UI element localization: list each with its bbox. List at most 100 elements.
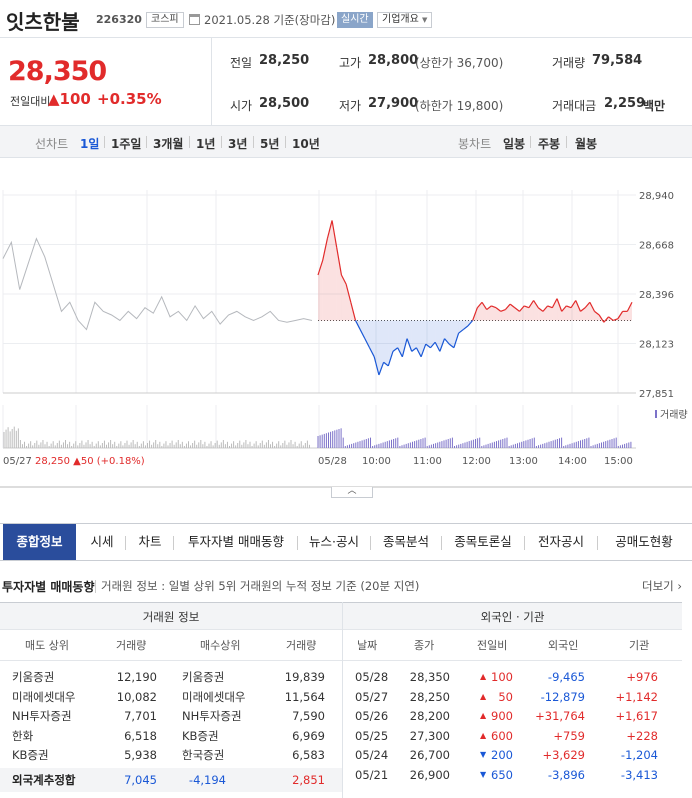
today-series: [570, 300, 577, 309]
volume-legend: 거래량: [660, 409, 688, 421]
today-series: [509, 303, 516, 309]
period-3m[interactable]: 3개월: [153, 137, 184, 151]
today-series: [354, 320, 361, 330]
price-summary: 28,350 전일대비 ▲100 +0.35% 전일 28,250 고가 28,…: [0, 38, 692, 126]
today-series: [383, 361, 389, 367]
today-area: [463, 320, 468, 330]
separator: [125, 536, 126, 550]
sell-broker: NH투자증권: [12, 709, 72, 723]
today-area: [322, 238, 328, 321]
row-institution: +1,142: [615, 689, 658, 704]
today-series: [322, 238, 328, 261]
prev-day-change: 28,250 ▲50 (+0.18%): [35, 456, 145, 467]
y-tick-label: 28,396: [639, 290, 674, 301]
today-series: [481, 301, 488, 310]
more-link[interactable]: 더보기 ›: [642, 578, 682, 594]
today-area: [336, 247, 342, 321]
today-area: [397, 320, 403, 357]
row-institution: +228: [626, 728, 658, 743]
row-close: 26,700: [409, 748, 450, 762]
today-series: [519, 305, 525, 312]
today-series: [415, 347, 422, 358]
prev-close-value: 28,250: [259, 53, 310, 68]
today-area: [486, 305, 492, 321]
today-series: [401, 338, 408, 357]
tab-disclosure[interactable]: 전자공시: [537, 534, 584, 549]
row-change: 50: [498, 689, 513, 704]
period-1d[interactable]: 1일: [80, 137, 100, 151]
today-area: [421, 320, 426, 357]
more-label: 더보기: [641, 579, 674, 593]
candle-weekly[interactable]: 주봉: [538, 137, 561, 151]
today-series: [598, 314, 605, 323]
separator: [146, 136, 147, 148]
today-area: [552, 298, 558, 321]
y-tick-label: 28,940: [639, 191, 674, 202]
up-arrow-icon: ▲: [480, 672, 487, 681]
sell-volume: 12,190: [116, 670, 157, 684]
today-area: [407, 320, 412, 352]
tab-discussion[interactable]: 종목토론실: [454, 534, 512, 549]
realtime-button[interactable]: 실시간: [337, 12, 373, 28]
foreign-table-title: 외국인 · 기관: [343, 602, 682, 630]
tab-news[interactable]: 뉴스·공시: [309, 534, 359, 549]
today-series: [514, 307, 520, 312]
broker-table-title: 거래원 정보: [0, 602, 342, 630]
candle-daily[interactable]: 일봉: [503, 137, 526, 151]
change-label: 전일대비: [10, 95, 51, 108]
today-series: [551, 298, 558, 309]
today-area: [542, 305, 548, 321]
row-date: 05/27: [355, 689, 389, 704]
company-info-button[interactable]: 기업개요 ▼: [377, 12, 433, 28]
period-1y[interactable]: 1년: [196, 137, 216, 151]
intraday-chart[interactable]: 28,940 28,668 28,396 28,123 27,851 거래량 05/27 2…: [0, 180, 692, 470]
row-close: 27,300: [409, 728, 450, 743]
today-series: [505, 303, 511, 310]
today-series: [378, 362, 385, 376]
today-series: [476, 301, 483, 309]
today-series: [486, 305, 492, 311]
today-series: [580, 307, 586, 312]
x-tick-label: 12:00: [462, 456, 491, 467]
period-1w[interactable]: 1주일: [111, 137, 142, 151]
today-series: [561, 305, 567, 312]
period-10y[interactable]: 10년: [292, 137, 320, 151]
tab-overview[interactable]: 종합정보: [3, 524, 76, 560]
tab-quotes[interactable]: 시세: [90, 534, 114, 549]
open-value: 28,500: [259, 96, 310, 111]
tab-short-selling[interactable]: 공매도현황: [615, 534, 673, 549]
today-series: [528, 300, 535, 309]
today-series: [350, 302, 357, 321]
today-series: [500, 308, 506, 312]
today-series: [491, 305, 497, 309]
prev-close-label: 전일: [230, 56, 253, 70]
current-price: 28,350: [8, 56, 107, 87]
row-change: 100: [491, 670, 513, 684]
today-area: [444, 320, 450, 345]
tab-analysis[interactable]: 종목분석: [382, 534, 429, 549]
table-divider: [342, 602, 343, 798]
separator: [253, 136, 254, 148]
change-value: ▲100: [48, 90, 91, 108]
today-series: [584, 301, 591, 309]
period-5y[interactable]: 5년: [260, 137, 280, 151]
chevron-down-icon: ▼: [422, 16, 428, 24]
today-series: [387, 351, 394, 367]
today-series: [453, 332, 460, 348]
today-area: [392, 320, 398, 352]
tab-investor-trend[interactable]: 투자자별 매매동향: [188, 534, 284, 549]
today-area: [383, 320, 389, 366]
today-area: [411, 320, 417, 352]
period-3y[interactable]: 3년: [228, 137, 248, 151]
tab-chart[interactable]: 차트: [138, 534, 162, 549]
up-arrow-icon: ▲: [480, 711, 487, 720]
collapse-button[interactable]: ︿: [331, 487, 373, 498]
candle-monthly[interactable]: 월봉: [575, 137, 598, 151]
today-area: [524, 305, 529, 321]
today-series: [331, 220, 338, 248]
y-tick-label: 27,851: [639, 389, 674, 400]
high-label: 고가: [339, 56, 362, 70]
today-series: [617, 311, 624, 319]
separator: [597, 536, 598, 550]
separator: [297, 536, 298, 550]
